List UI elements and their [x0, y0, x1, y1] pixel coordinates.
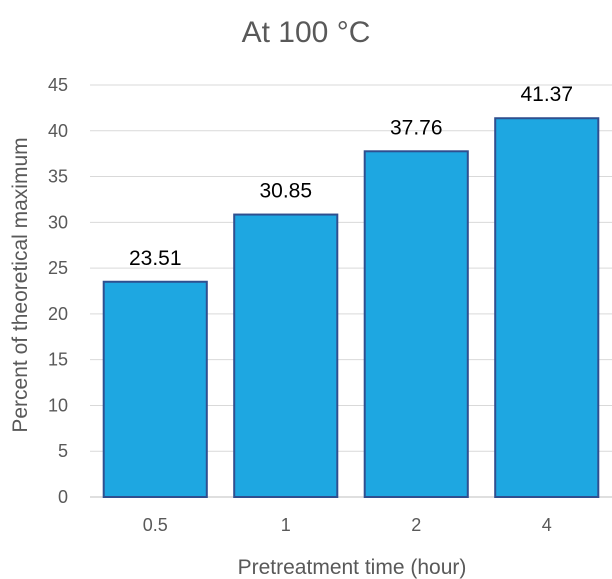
x-tick-label: 4	[542, 515, 552, 535]
y-axis-ticks: 0 5 10 15 20 25 30 35 40 45	[48, 75, 68, 507]
x-axis-ticks: 0.5 1 2 4	[143, 515, 552, 535]
y-tick-label: 15	[48, 350, 68, 370]
bar	[494, 117, 600, 498]
bar	[363, 150, 469, 498]
x-tick-label: 2	[411, 515, 421, 535]
y-tick-label: 35	[48, 167, 68, 187]
x-tick-label: 0.5	[143, 515, 168, 535]
data-label: 37.76	[390, 116, 443, 139]
y-tick-label: 5	[58, 441, 68, 461]
x-tick-label: 1	[281, 515, 291, 535]
y-tick-label: 10	[48, 395, 68, 415]
y-tick-label: 0	[58, 487, 68, 507]
chart-title: At 100 °C	[242, 16, 371, 49]
bar	[233, 213, 339, 498]
data-labels: 23.51 30.85 37.76 41.37	[129, 83, 573, 270]
bar	[102, 280, 208, 499]
y-tick-label: 45	[48, 75, 68, 95]
y-tick-label: 20	[48, 304, 68, 324]
y-tick-label: 25	[48, 258, 68, 278]
data-label: 23.51	[129, 247, 182, 270]
data-label: 41.37	[520, 83, 573, 106]
y-tick-label: 40	[48, 121, 68, 141]
y-axis-label: Percent of theoretical maximum	[9, 137, 32, 432]
bars	[102, 117, 600, 499]
data-label: 30.85	[259, 180, 312, 203]
x-axis-label: Pretreatment time (hour)	[238, 556, 467, 579]
y-tick-label: 30	[48, 212, 68, 232]
